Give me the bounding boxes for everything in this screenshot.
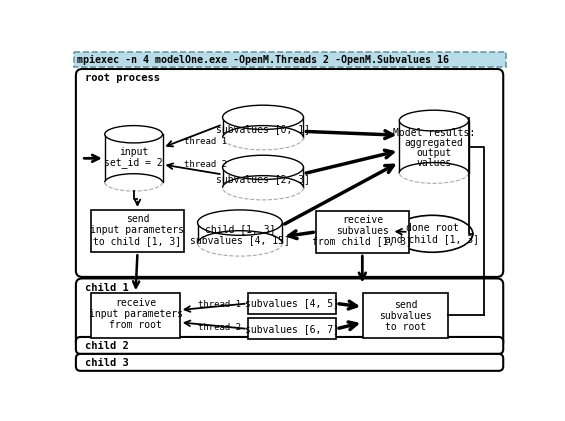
Text: input: input: [119, 147, 149, 157]
Text: thread 1: thread 1: [198, 300, 241, 309]
Text: from child [1, 3]: from child [1, 3]: [312, 237, 412, 246]
Ellipse shape: [105, 125, 163, 143]
Bar: [92, 293, 180, 338]
Ellipse shape: [223, 125, 303, 150]
Ellipse shape: [399, 110, 468, 131]
Bar: [223, 168, 303, 188]
Bar: [247, 293, 336, 314]
Bar: [316, 210, 408, 253]
Ellipse shape: [198, 210, 282, 235]
Ellipse shape: [399, 163, 468, 183]
Bar: [399, 120, 468, 173]
Text: subvalues [0, 1]: subvalues [0, 1]: [216, 124, 310, 134]
Text: thread 1: thread 1: [184, 137, 227, 146]
Bar: [92, 210, 184, 252]
Text: from root: from root: [109, 320, 162, 330]
FancyBboxPatch shape: [76, 69, 503, 277]
Ellipse shape: [223, 105, 303, 129]
Text: subvalues [4, 15]: subvalues [4, 15]: [190, 235, 290, 245]
Text: child [1, 3]: child [1, 3]: [205, 224, 275, 234]
Text: to root: to root: [385, 322, 426, 332]
Text: send: send: [126, 214, 149, 224]
Text: subvalues [6, 7]: subvalues [6, 7]: [245, 324, 339, 334]
Text: thread 2: thread 2: [198, 323, 241, 332]
Text: subvalues: subvalues: [336, 226, 389, 236]
Text: mpiexec -n 4 modelOne.exe -OpenM.Threads 2 -OpenM.Subvalues 16: mpiexec -n 4 modelOne.exe -OpenM.Threads…: [77, 55, 449, 65]
Bar: [363, 293, 448, 338]
FancyBboxPatch shape: [76, 337, 503, 354]
Ellipse shape: [223, 176, 303, 200]
Text: subvalues [2, 3]: subvalues [2, 3]: [216, 174, 310, 184]
Text: child 3: child 3: [85, 358, 129, 368]
Text: child 2: child 2: [85, 341, 129, 351]
Ellipse shape: [392, 215, 473, 252]
Text: receive: receive: [115, 298, 156, 308]
Text: subvalues [4, 5]: subvalues [4, 5]: [245, 298, 339, 309]
Bar: [73, 52, 506, 67]
Ellipse shape: [198, 231, 282, 256]
Ellipse shape: [223, 155, 303, 179]
Text: Model results:: Model results:: [393, 128, 475, 138]
FancyBboxPatch shape: [76, 354, 503, 371]
Text: subvalues: subvalues: [379, 311, 432, 321]
Text: send: send: [394, 301, 417, 310]
Text: values: values: [416, 158, 451, 168]
Text: root process: root process: [85, 73, 160, 83]
Bar: [247, 318, 336, 339]
Text: and child [1, 3]: and child [1, 3]: [385, 234, 479, 244]
Bar: [105, 134, 163, 182]
Text: receive: receive: [342, 215, 383, 225]
Bar: [223, 117, 303, 138]
Ellipse shape: [105, 174, 163, 191]
Text: set_id = 2: set_id = 2: [105, 157, 163, 168]
Text: done root: done root: [406, 224, 459, 233]
FancyBboxPatch shape: [76, 278, 503, 348]
Text: aggregated: aggregated: [405, 138, 463, 148]
Bar: [198, 223, 282, 243]
Text: output: output: [416, 148, 451, 158]
Text: child 1: child 1: [85, 282, 129, 293]
Text: input parameters: input parameters: [90, 225, 185, 235]
Text: to child [1, 3]: to child [1, 3]: [93, 236, 181, 246]
Text: thread 2: thread 2: [184, 160, 227, 169]
Text: input parameters: input parameters: [89, 309, 182, 319]
